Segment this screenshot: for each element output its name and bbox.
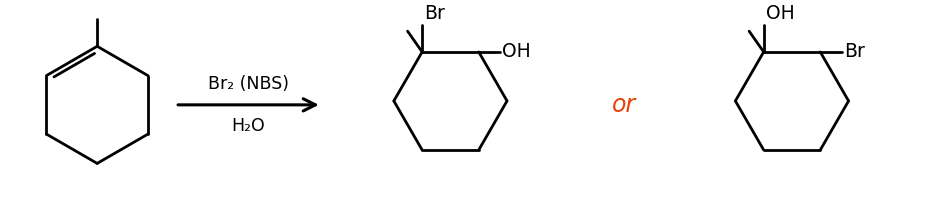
Text: Br₂ (NBS): Br₂ (NBS) — [208, 75, 289, 93]
Text: OH: OH — [502, 42, 531, 61]
Text: OH: OH — [766, 4, 795, 23]
Text: Br: Br — [843, 42, 865, 61]
Text: H₂O: H₂O — [231, 117, 265, 135]
Text: Br: Br — [424, 4, 445, 23]
Text: or: or — [612, 93, 636, 117]
